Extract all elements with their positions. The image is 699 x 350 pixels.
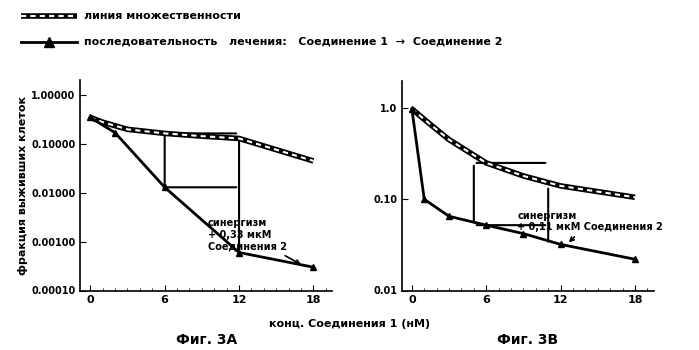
Text: синергизм
+ 0,11 мкМ Соединения 2: синергизм + 0,11 мкМ Соединения 2	[517, 211, 663, 241]
Text: линия множественности: линия множественности	[84, 11, 240, 21]
Text: Фиг. 3В: Фиг. 3В	[497, 332, 559, 346]
Text: Фиг. 3A: Фиг. 3A	[175, 332, 237, 346]
Y-axis label: фракция выживших клеток: фракция выживших клеток	[18, 96, 29, 275]
Text: последовательность   лечения:   Соединение 1  →  Соединение 2: последовательность лечения: Соединение 1…	[84, 37, 503, 47]
Text: конц. Соединения 1 (нМ): конц. Соединения 1 (нМ)	[269, 319, 430, 329]
Text: синергизм
+ 0,33 мкМ
Соединения 2: синергизм + 0,33 мкМ Соединения 2	[208, 218, 299, 264]
